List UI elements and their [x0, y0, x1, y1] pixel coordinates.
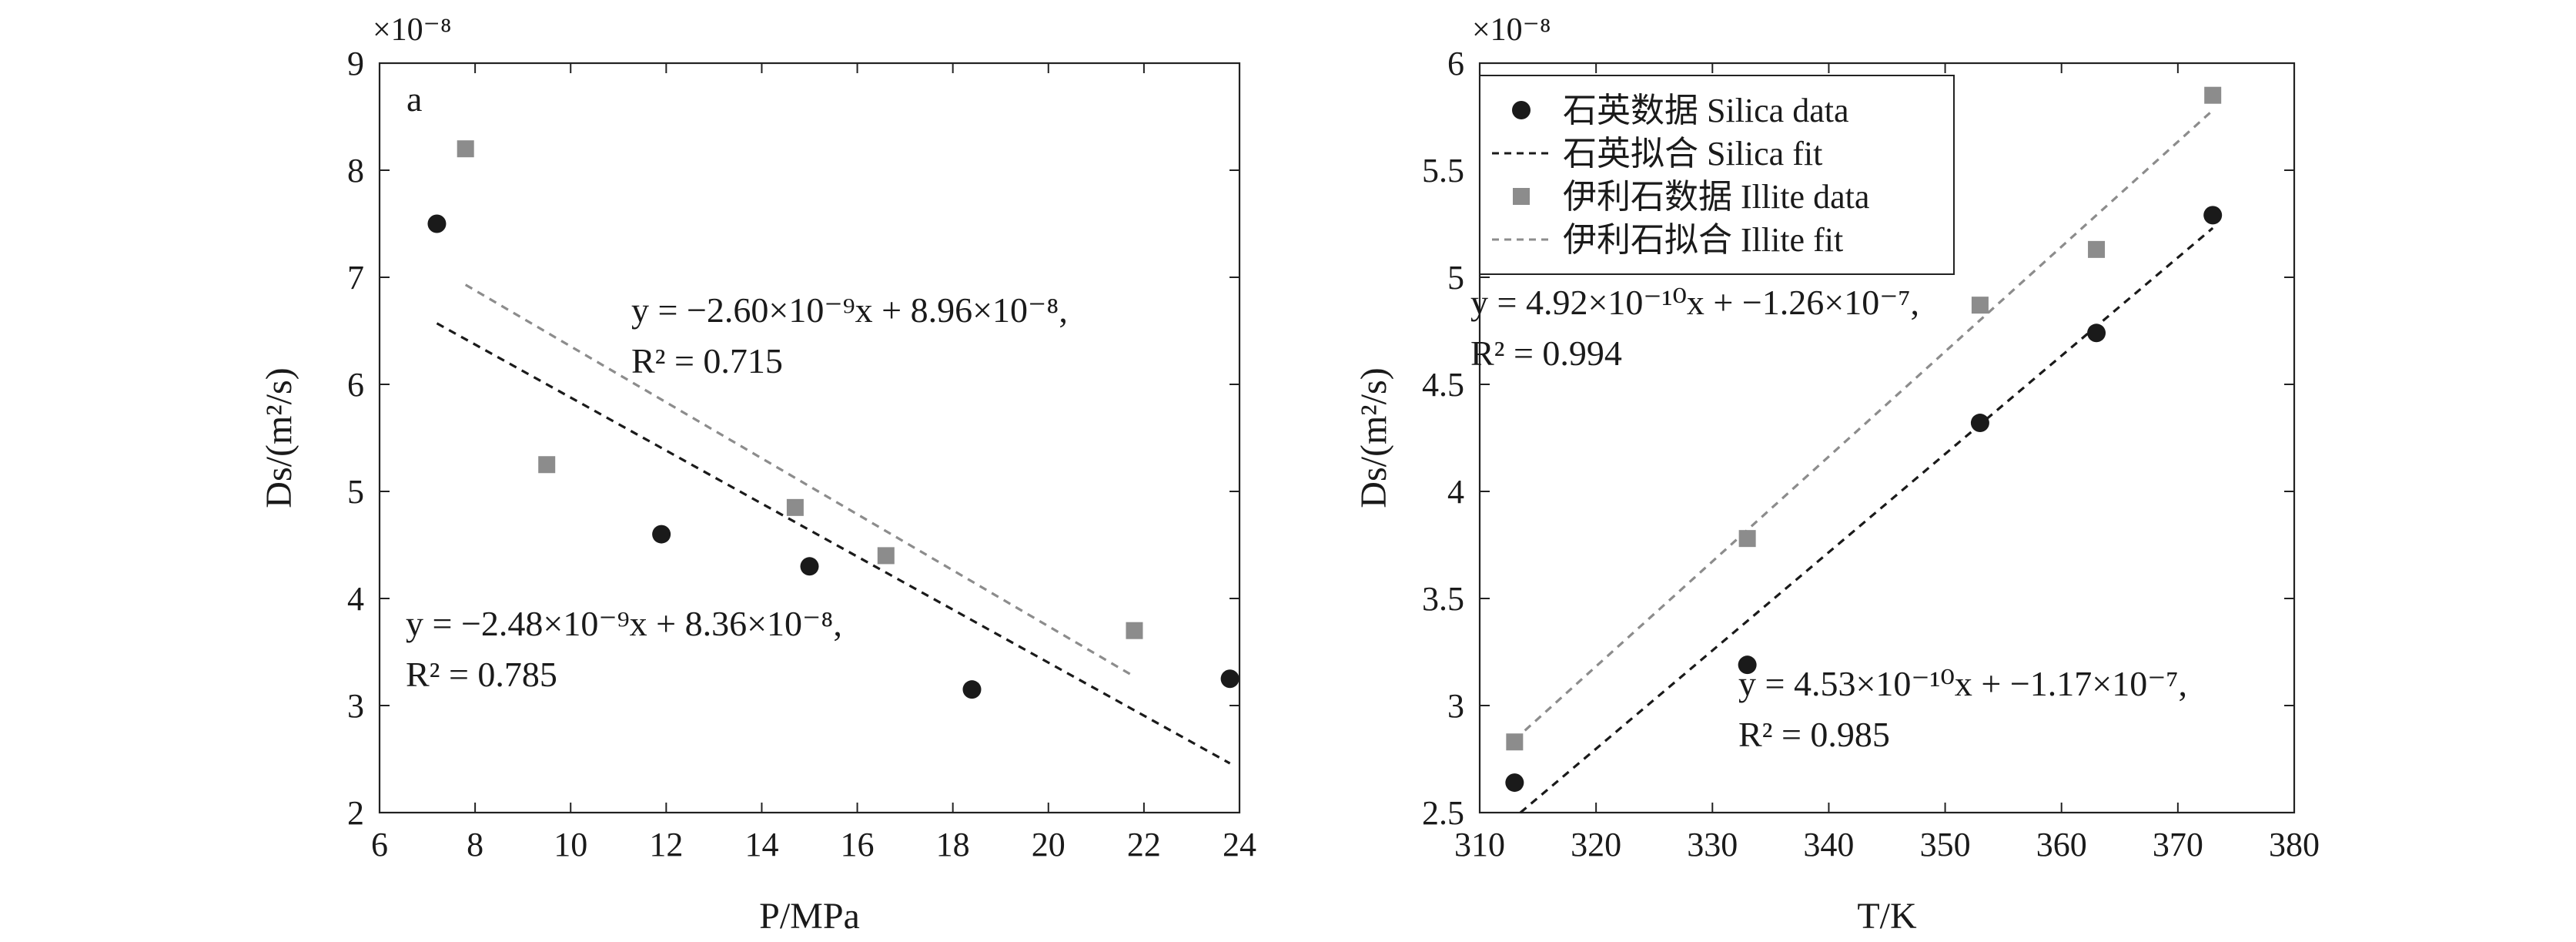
y-tick-label: 5.5 — [1422, 152, 1464, 189]
data-point-circle — [800, 557, 819, 576]
data-point-square — [786, 498, 804, 516]
data-point-circle — [1505, 773, 1524, 793]
data-point-square — [877, 547, 895, 565]
x-tick-label: 16 — [841, 826, 875, 863]
fit-line-1 — [1514, 109, 2214, 741]
legend-box — [1479, 75, 1955, 275]
panel-temperature: 310 320 330 340 350 360 370 380 2.5 3 3.5 4 4.5 5 5.5 6… — [1353, 12, 2320, 937]
x-tick-label: 8 — [467, 826, 483, 863]
x-tick-label: 330 — [1687, 826, 1738, 863]
x-tick-label: 310 — [1454, 826, 1505, 863]
y-axis-label: Ds/(m²/s) — [1353, 367, 1394, 508]
fit-equation: y = −2.60×10⁻⁹x + 8.96×10⁻⁸, — [631, 290, 1068, 330]
x-tick-label: 350 — [1920, 826, 1971, 863]
fit-equation: y = 4.92×10⁻¹⁰x + −1.26×10⁻⁷, — [1470, 283, 1919, 322]
data-point-square — [2088, 240, 2106, 258]
x-tick-label: 340 — [1803, 826, 1854, 863]
y-tick-label: 7 — [347, 259, 364, 297]
x-tick-label: 12 — [649, 826, 683, 863]
data-point-circle — [427, 214, 447, 233]
y-tick-label: 8 — [347, 152, 364, 189]
data-point-square — [1126, 622, 1143, 639]
data-point-square — [1738, 530, 1756, 548]
x-tick-label: 10 — [554, 826, 587, 863]
x-tick-label: 6 — [371, 826, 388, 863]
y-scale-multiplier: ×10⁻⁸ — [373, 12, 452, 48]
legend-marker-square — [1513, 188, 1530, 205]
data-point-circle — [2087, 323, 2106, 343]
y-tick-label: 2 — [347, 794, 364, 832]
y-tick-label: 3 — [1447, 687, 1464, 725]
y-tick-label: 2.5 — [1422, 794, 1464, 832]
legend-marker-circle — [1512, 101, 1531, 119]
y-tick-label: 5 — [1447, 259, 1464, 297]
plot-area-frame — [1478, 62, 2296, 814]
y-scale-multiplier: ×10⁻⁸ — [1472, 12, 1551, 48]
y-tick-label: 4.5 — [1422, 366, 1464, 404]
x-tick-label: 20 — [1032, 826, 1066, 863]
legend-entry-label: 伊利石拟合 Illite fit — [1563, 221, 1843, 259]
legend-entry-label: 伊利石数据 Illite data — [1563, 178, 1869, 216]
plot-area-frame — [378, 62, 1241, 814]
data-point-circle — [1738, 655, 1757, 675]
x-tick-label: 380 — [2269, 826, 2320, 863]
panel-pressure: 6 8 10 12 14 16 18 20 22 24 2 3 4 5 6 7 8 9×10⁻⁸ P/MPa Ds/(… — [259, 12, 1256, 937]
y-tick-label: 4 — [1447, 473, 1464, 511]
data-point-circle — [962, 680, 982, 699]
data-point-square — [457, 140, 474, 158]
y-tick-label: 5 — [347, 473, 364, 511]
data-point-circle — [652, 525, 671, 544]
fit-r-squared: R² = 0.985 — [1738, 715, 1890, 754]
data-point-square — [1971, 297, 1989, 314]
x-tick-label: 24 — [1223, 826, 1256, 863]
y-tick-label: 3 — [347, 687, 364, 725]
legend-entry-label: 石英数据 Silica data — [1563, 92, 1849, 129]
fit-r-squared: R² = 0.785 — [406, 655, 557, 694]
legend-entry-label: 石英拟合 Silica fit — [1563, 135, 1822, 173]
fit-r-squared: R² = 0.715 — [631, 341, 783, 380]
data-point-circle — [1220, 669, 1239, 689]
x-tick-label: 18 — [936, 826, 970, 863]
x-tick-label: 360 — [2036, 826, 2087, 863]
x-tick-label: 22 — [1127, 826, 1161, 863]
fit-equation: y = 4.53×10⁻¹⁰x + −1.17×10⁻⁷, — [1738, 664, 2187, 703]
x-tick-label: 370 — [2153, 826, 2203, 863]
panel-label: a — [406, 79, 422, 119]
fit-line-0 — [436, 322, 1231, 765]
x-tick-label: 320 — [1571, 826, 1621, 863]
data-point-circle — [1970, 414, 1989, 433]
data-point-square — [2204, 86, 2222, 104]
y-tick-label: 3.5 — [1422, 580, 1464, 618]
data-point-circle — [2203, 206, 2223, 225]
data-point-square — [1506, 733, 1524, 751]
x-tick-label: 14 — [744, 826, 778, 863]
y-axis-label: Ds/(m²/s) — [259, 367, 299, 508]
y-tick-label: 6 — [347, 366, 364, 404]
fit-r-squared: R² = 0.994 — [1470, 334, 1622, 373]
x-axis-label: T/K — [1857, 896, 1917, 937]
y-tick-label: 4 — [347, 580, 364, 618]
fit-line-1 — [464, 283, 1136, 678]
y-tick-label: 6 — [1447, 45, 1464, 82]
fit-equation: y = −2.48×10⁻⁹x + 8.36×10⁻⁸, — [406, 604, 842, 643]
data-point-square — [538, 456, 556, 474]
y-tick-label: 9 — [347, 45, 364, 82]
x-axis-label: P/MPa — [759, 896, 860, 937]
